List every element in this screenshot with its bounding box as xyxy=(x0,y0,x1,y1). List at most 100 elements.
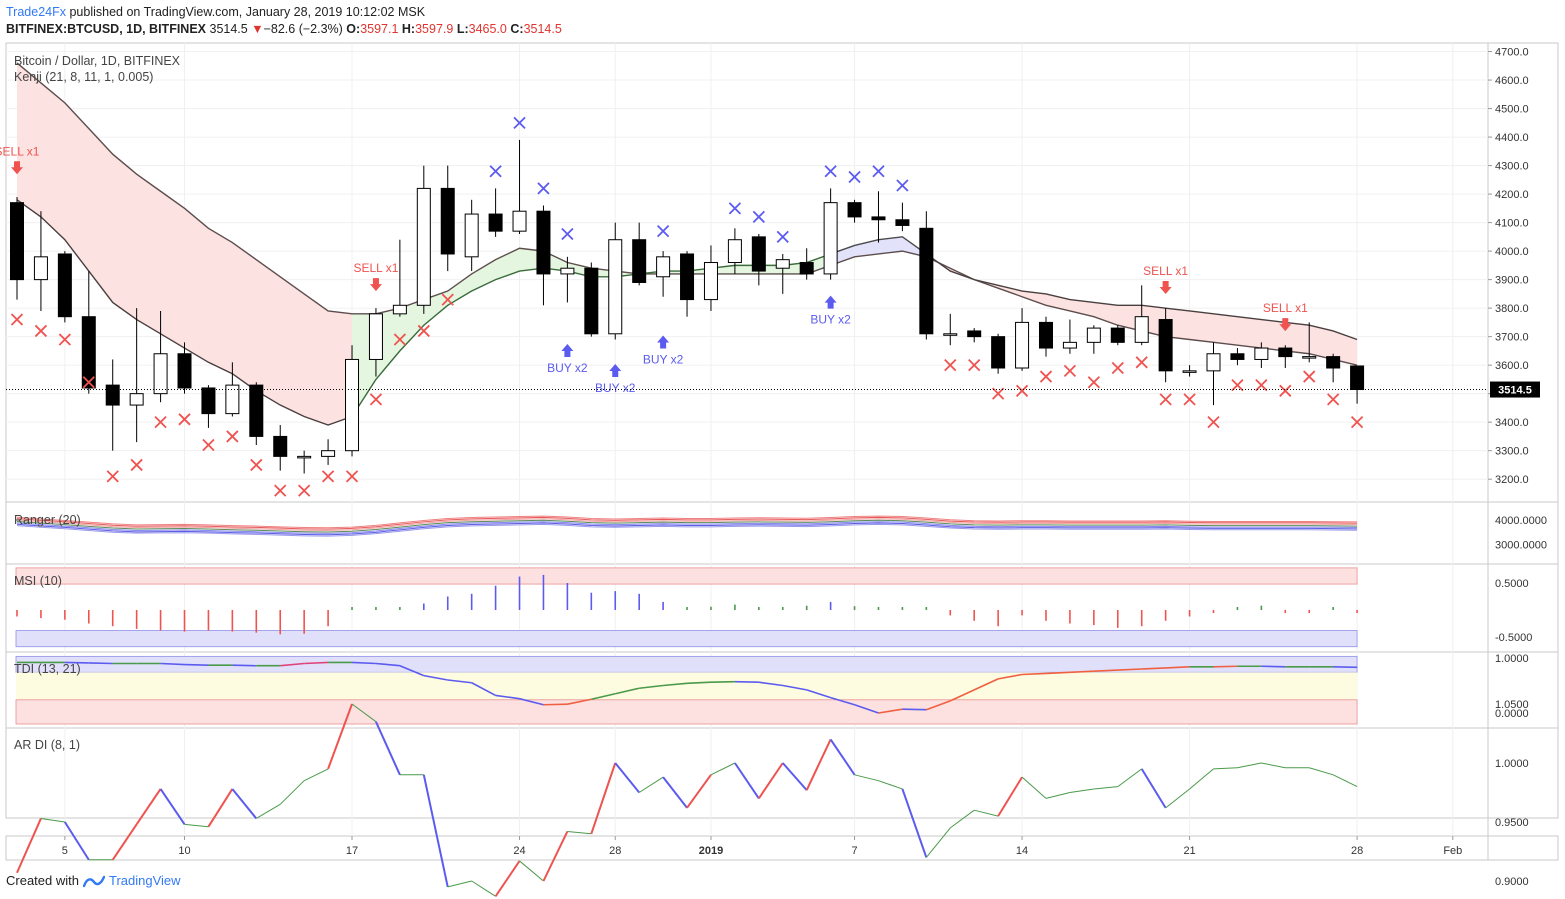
kenji-indicator-label: Kenji (21, 8, 11, 1, 0.005) xyxy=(14,70,153,84)
price-tick-label: 4200.0 xyxy=(1495,189,1529,201)
sell-x-marker xyxy=(441,293,454,306)
time-tick-label: 28 xyxy=(1351,845,1363,857)
price-tick-label: 4600.0 xyxy=(1495,75,1529,87)
ardi-tick-label: 1.0000 xyxy=(1495,758,1529,770)
msi-oversold-zone xyxy=(15,630,1358,648)
ardi-line-segment xyxy=(974,809,999,817)
sell-x-marker xyxy=(1303,370,1316,383)
ardi-line-segment xyxy=(327,703,353,770)
buy-arrow-icon xyxy=(657,335,670,349)
ardi-line-segment xyxy=(135,788,162,825)
ardi-line-segment xyxy=(16,818,42,874)
sell-x-marker xyxy=(1111,361,1124,375)
candle-down xyxy=(847,202,862,218)
price-tick-label: 3600.0 xyxy=(1495,360,1529,372)
candle-up xyxy=(1182,370,1197,373)
kenji-fast-line xyxy=(351,267,544,417)
tdi-line-segment xyxy=(471,682,496,697)
time-axis xyxy=(5,835,1559,861)
cloud-bull xyxy=(352,248,544,417)
open-label: O: xyxy=(346,22,361,36)
sell-x-marker xyxy=(321,470,335,483)
candle-down xyxy=(895,219,910,226)
publish-info: published on TradingView.com, January 28… xyxy=(69,5,426,19)
price-tick-label: 4000.0 xyxy=(1495,246,1529,258)
tdi-line-segment xyxy=(447,679,472,684)
cloud-bear xyxy=(17,62,353,426)
ardi-line-segment xyxy=(805,738,832,791)
ardi-line-segment xyxy=(1117,768,1143,788)
candle-up xyxy=(33,256,48,281)
tdi-line-segment xyxy=(663,682,688,687)
buy-x-marker xyxy=(728,202,742,215)
price-tick-label: 3900.0 xyxy=(1495,275,1529,287)
buy-x-marker xyxy=(824,165,837,178)
buy-x-marker xyxy=(848,170,861,184)
close-value: 3514.5 xyxy=(523,22,562,36)
candle-down xyxy=(10,202,24,281)
time-tick-label: 14 xyxy=(1016,845,1028,857)
sell-x-marker xyxy=(1255,378,1268,392)
ardi-line-segment xyxy=(542,831,569,882)
sell-arrow-icon xyxy=(11,161,23,175)
ranger-label: Ranger (20) xyxy=(14,513,81,527)
ardi-line-segment xyxy=(64,821,90,861)
ardi-line-segment xyxy=(878,780,903,790)
tdi-line-segment xyxy=(423,674,448,681)
tdi-line-segment xyxy=(1069,670,1094,674)
sell-x-marker xyxy=(1159,393,1172,406)
last-price-tag xyxy=(1490,381,1540,398)
candle-down xyxy=(440,187,455,255)
candle-up xyxy=(1086,327,1101,343)
buy-x-marker xyxy=(656,225,670,238)
tdi-line-segment xyxy=(1261,665,1286,668)
candle-up xyxy=(153,353,168,395)
ardi-line-segment xyxy=(710,762,736,776)
sell-x-marker xyxy=(991,387,1005,400)
sell-signal-label: SELL x1 xyxy=(1143,264,1188,278)
candle-down xyxy=(967,330,982,338)
tdi-line-segment xyxy=(758,681,783,687)
time-tick-label: Feb xyxy=(1443,845,1462,857)
down-arrow-icon: ▼ xyxy=(251,22,264,36)
ranger-band-line xyxy=(16,515,1358,529)
msi-overbought-zone xyxy=(15,567,1358,585)
buy-x-marker xyxy=(537,182,550,195)
ardi-line-segment xyxy=(375,721,401,776)
tdi-line-segment xyxy=(351,661,376,665)
buy-x-marker xyxy=(489,165,502,178)
tdi-line-segment xyxy=(160,662,185,666)
ardi-line-segment xyxy=(662,776,688,809)
tradingview-link[interactable]: TradingView xyxy=(108,873,181,888)
price-change: −82.6 (−2.3%) xyxy=(263,22,343,36)
tdi-line-segment xyxy=(1165,666,1190,669)
tdi-line-segment xyxy=(926,700,951,711)
candle-down xyxy=(751,236,766,272)
tdi-line-segment xyxy=(902,708,927,711)
sell-x-marker xyxy=(1207,416,1220,429)
candle-down xyxy=(249,384,264,437)
buy-arrow-icon xyxy=(561,344,574,358)
buy-arrow-icon xyxy=(824,295,837,309)
tdi-line-segment xyxy=(1141,667,1166,670)
ardi-line-segment xyxy=(184,823,209,828)
ranger-band-line xyxy=(16,516,1358,530)
candle-down xyxy=(1038,321,1053,349)
sell-x-marker xyxy=(10,313,24,326)
ardi-line-segment xyxy=(1021,776,1047,799)
publisher-link[interactable]: Trade24Fx xyxy=(6,5,66,19)
price-tick-label: 4400.0 xyxy=(1495,132,1529,144)
buy-arrow-icon xyxy=(609,364,622,378)
tdi-line-segment xyxy=(184,663,209,666)
ardi-line-segment xyxy=(1140,768,1167,809)
candle-up xyxy=(416,187,431,306)
buy-x-marker xyxy=(752,210,765,224)
last-price: 3514.5 xyxy=(209,22,248,36)
ranger-tick-label: 3000.0000 xyxy=(1495,540,1547,552)
ardi-line-segment xyxy=(638,776,664,793)
last-price-tag-label: 3514.5 xyxy=(1498,385,1532,397)
ardi-line-segment xyxy=(997,776,1023,817)
candle-down xyxy=(799,262,814,275)
tdi-line-segment xyxy=(710,680,735,683)
